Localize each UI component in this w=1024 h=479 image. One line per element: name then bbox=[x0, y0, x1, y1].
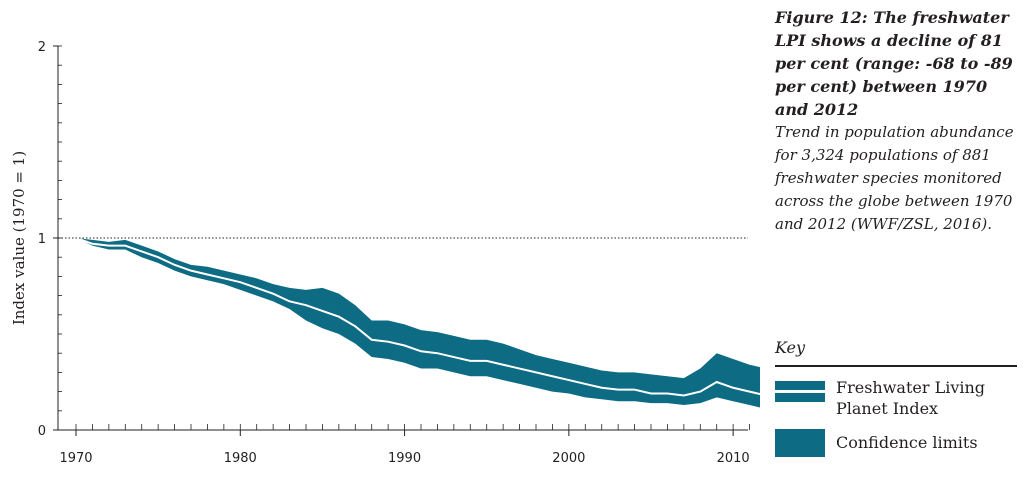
y-axis-label: Index value (1970 = 1) bbox=[10, 151, 28, 325]
figure-description: Trend in population abundance for 3,324 … bbox=[775, 123, 1014, 233]
confidence-band-swatch bbox=[775, 429, 825, 457]
figure-caption: Figure 12: The freshwater LPI shows a de… bbox=[775, 6, 1015, 236]
y-tick-label: 1 bbox=[38, 232, 46, 247]
index-line-swatch bbox=[775, 381, 825, 409]
y-tick-label: 2 bbox=[38, 40, 46, 55]
x-tick-label: 2000 bbox=[552, 451, 585, 466]
confidence-band bbox=[76, 238, 760, 408]
legend-item-index: Freshwater Living Planet Index bbox=[775, 377, 1017, 419]
legend-heading: Key bbox=[775, 338, 1017, 367]
index-line bbox=[75, 237, 760, 397]
legend-label-index: Freshwater Living Planet Index bbox=[836, 378, 986, 418]
x-tick-label: 1990 bbox=[388, 451, 421, 466]
legend-item-confidence: Confidence limits bbox=[775, 429, 1017, 457]
legend: Key Freshwater Living Planet Index Confi… bbox=[775, 338, 1017, 457]
y-tick-label: 0 bbox=[38, 424, 46, 439]
x-tick-label: 1970 bbox=[59, 451, 92, 466]
figure-title: Figure 12: The freshwater LPI shows a de… bbox=[775, 8, 1013, 119]
x-tick-label: 2010 bbox=[717, 451, 750, 466]
lpi-chart: 0 1 2 1970 1980 1990 2000 2010 Index value (1970… bbox=[10, 40, 760, 466]
legend-label-confidence: Confidence limits bbox=[836, 433, 978, 452]
x-tick-label: 1980 bbox=[224, 451, 257, 466]
plot-area: 0 1 2 1970 1980 1990 2000 2010 Index value (1970… bbox=[10, 40, 760, 466]
